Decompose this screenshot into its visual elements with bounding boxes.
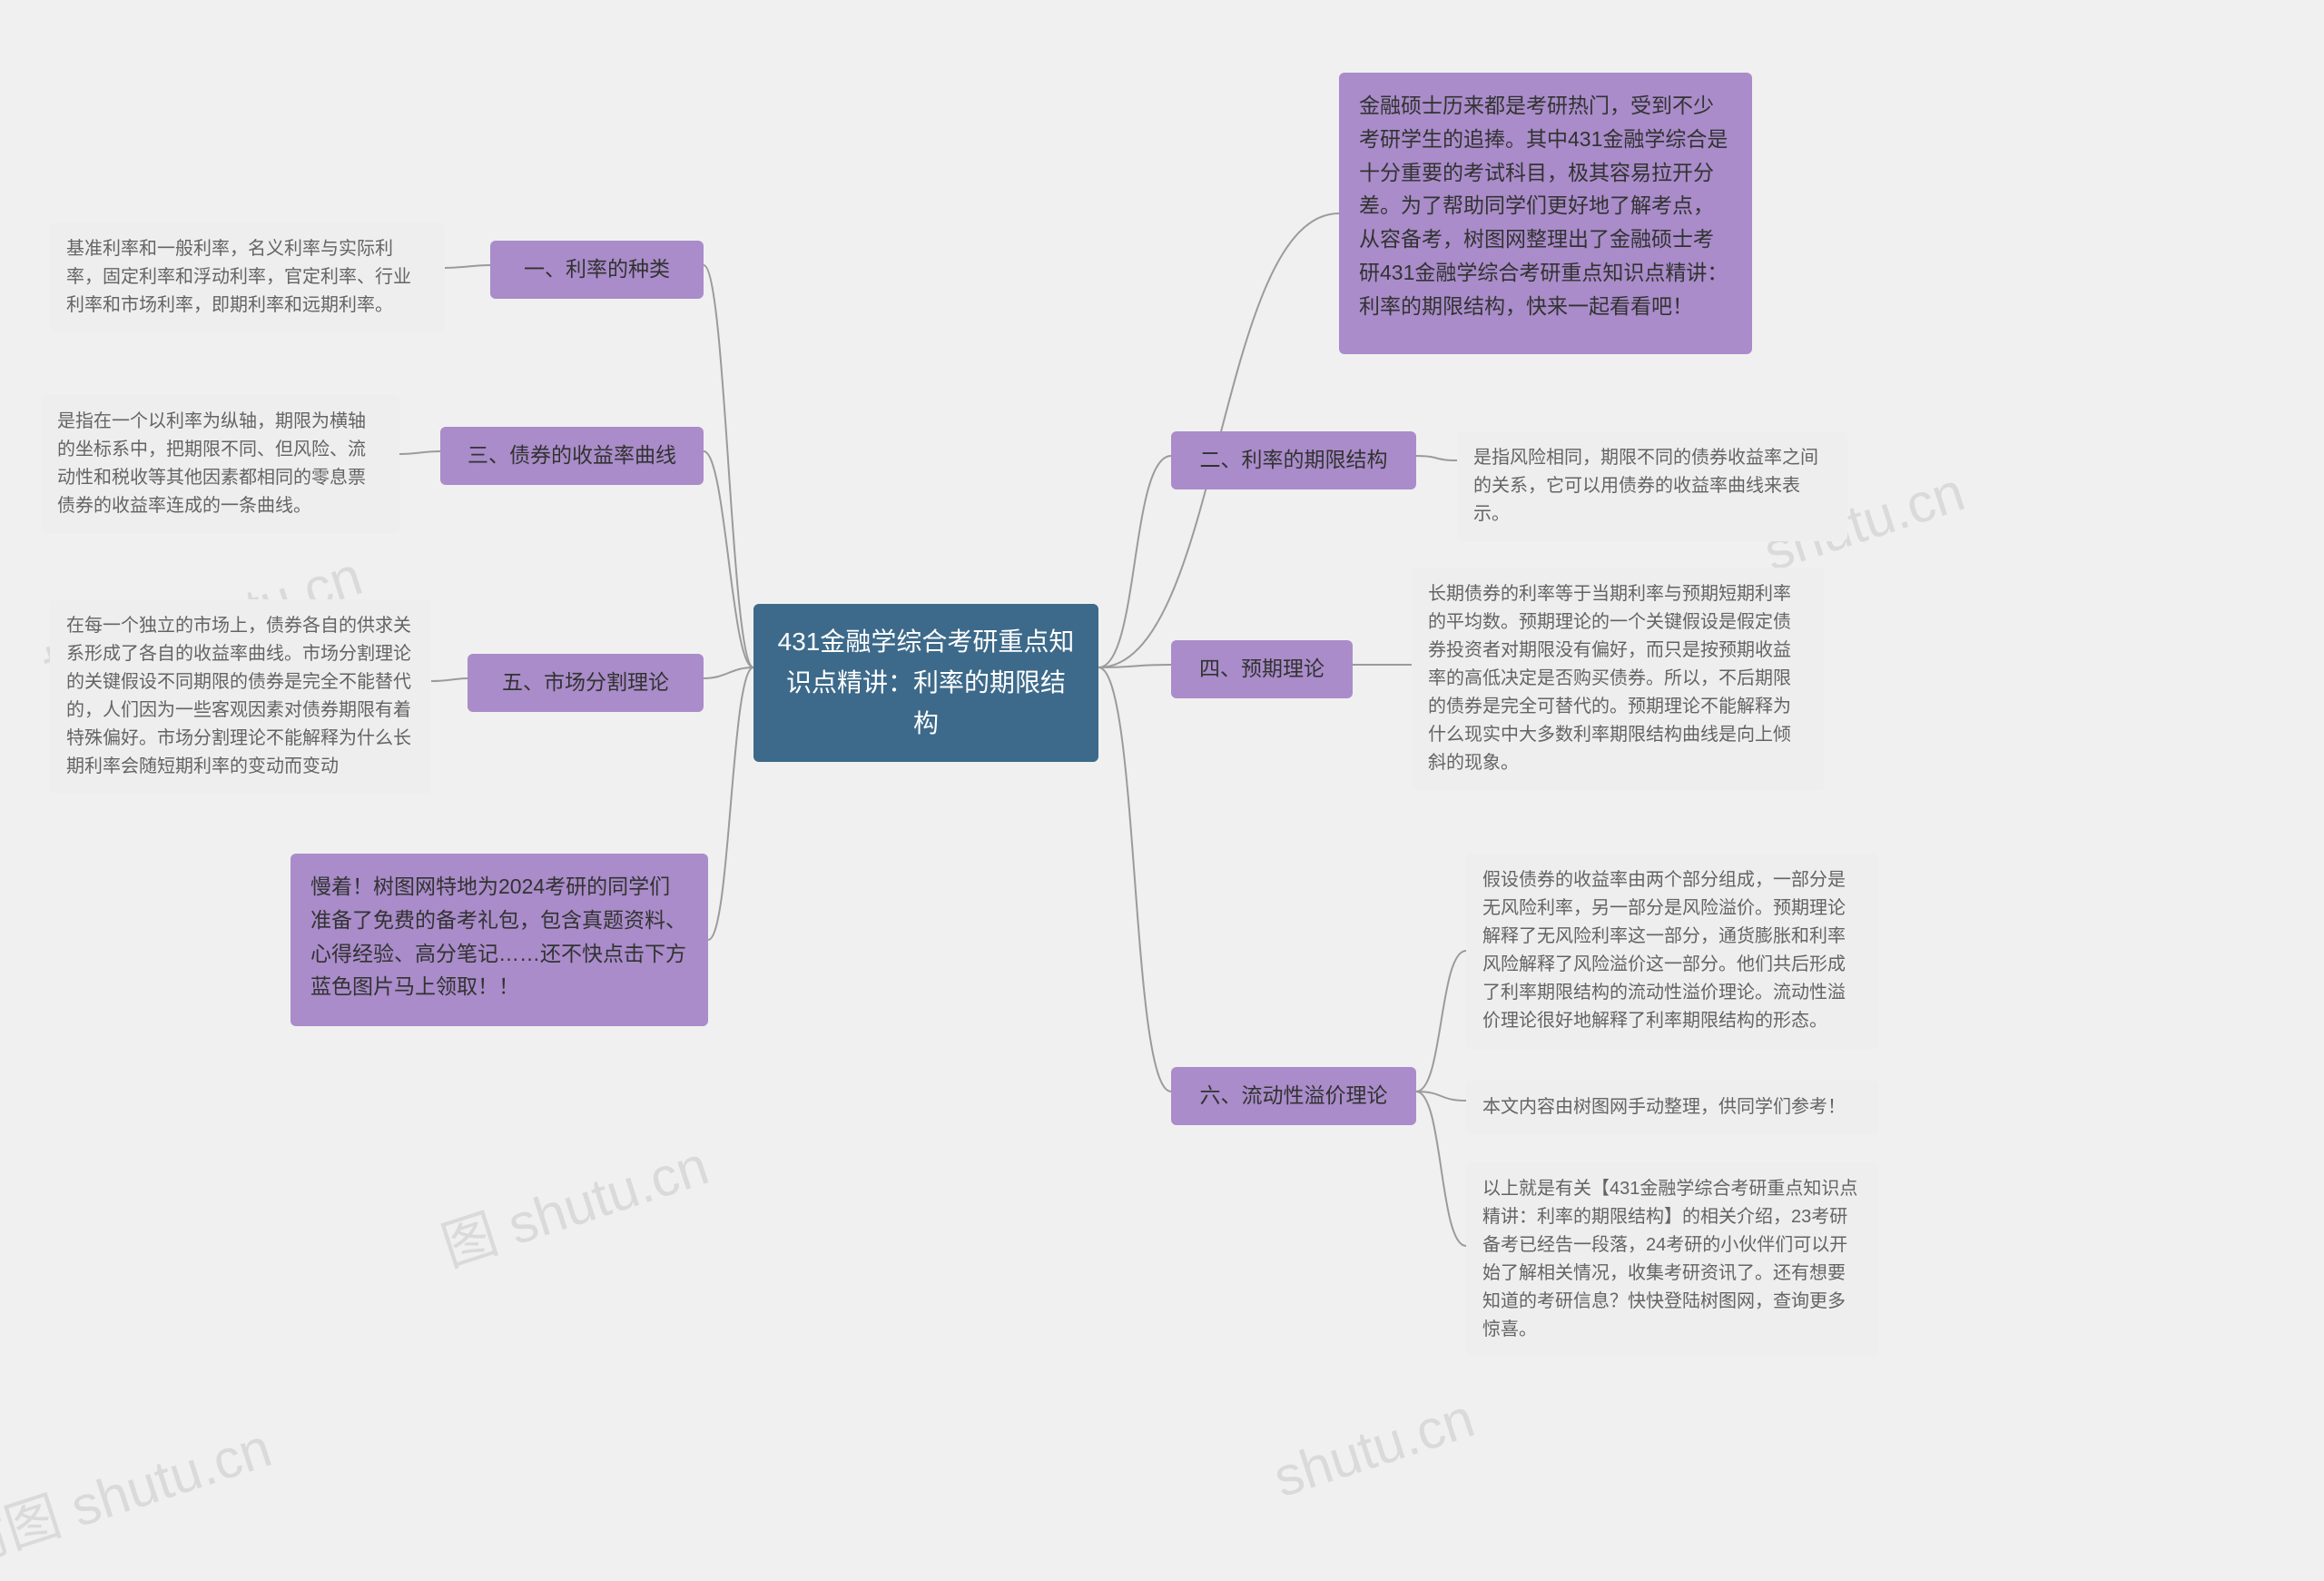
branch-node[interactable]: 三、债券的收益率曲线 [440,427,704,485]
connector [704,451,753,667]
leaf-node[interactable]: 基准利率和一般利率，名义利率与实际利率，固定利率和浮动利率，官定利率、行业利率和… [50,222,445,332]
watermark: 树图 shutu.cn [0,1404,280,1581]
branch-node[interactable]: 五、市场分割理论 [468,654,704,712]
branch-node[interactable]: 六、流动性溢价理论 [1171,1067,1416,1125]
intro-block[interactable]: 金融硕士历来都是考研热门，受到不少考研学生的追捧。其中431金融学综合是十分重要… [1339,73,1752,354]
branch-node[interactable]: 一、利率的种类 [490,241,704,299]
leaf-node[interactable]: 是指风险相同，期限不同的债券收益率之间的关系，它可以用债券的收益率曲线来表示。 [1457,431,1847,541]
leaf-node[interactable]: 是指在一个以利率为纵轴，期限为横轴的坐标系中，把期限不同、但风险、流动性和税收等… [41,395,399,533]
root-node[interactable]: 431金融学综合考研重点知识点精讲：利率的期限结构 [753,604,1098,762]
connector [704,667,753,678]
connector [704,265,753,667]
promo-block[interactable]: 慢着！树图网特地为2024考研的同学们准备了免费的备考礼包，包含真题资料、心得经… [290,854,708,1026]
watermark: 图 shutu.cn [430,1122,717,1282]
connector [1098,456,1171,667]
connector [1098,667,1171,1092]
connector [1416,1092,1466,1246]
leaf-node[interactable]: 以上就是有关【431金融学综合考研重点知识点精讲：利率的期限结构】的相关介绍，2… [1466,1162,1879,1357]
leaf-node[interactable]: 假设债券的收益率由两个部分组成，一部分是无风险利率，另一部分是风险溢价。预期理论… [1466,854,1879,1049]
branch-node[interactable]: 二、利率的期限结构 [1171,431,1416,489]
branch-node[interactable]: 四、预期理论 [1171,640,1353,698]
leaf-node[interactable]: 长期债券的利率等于当期利率与预期短期利率的平均数。预期理论的一个关键假设是假定债… [1412,568,1825,790]
mindmap-canvas: 树图 shutu.cnshutu.cn图 shutu.cnshutu.cn树图 … [0,0,2324,1472]
connector [1098,665,1171,667]
watermark: shutu.cn [1266,1387,1482,1510]
leaf-node[interactable]: 本文内容由树图网手动整理，供同学们参考！ [1466,1081,1879,1134]
connector [399,451,440,454]
leaf-node[interactable]: 在每一个独立的市场上，债券各自的供求关系形成了各自的收益率曲线。市场分割理论的关… [50,599,431,794]
connector [445,265,490,268]
connector [1416,456,1457,460]
connector [431,678,468,681]
connector [1416,951,1466,1092]
connector [1416,1092,1466,1101]
connector [708,667,753,940]
